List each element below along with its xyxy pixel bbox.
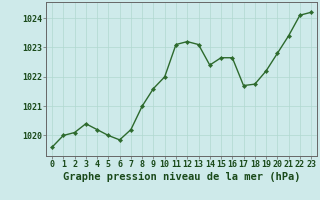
X-axis label: Graphe pression niveau de la mer (hPa): Graphe pression niveau de la mer (hPa): [63, 172, 300, 182]
